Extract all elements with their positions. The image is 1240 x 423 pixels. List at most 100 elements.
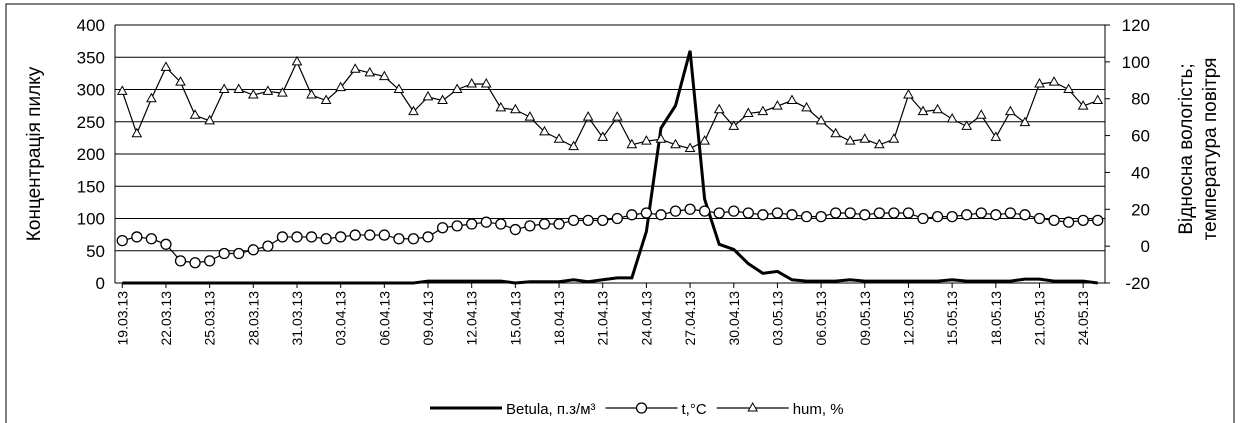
point-marker <box>510 103 521 114</box>
point-marker <box>364 66 376 77</box>
point-marker <box>306 89 317 99</box>
point-marker <box>131 231 143 243</box>
point-marker <box>713 103 725 114</box>
point-marker <box>160 61 172 71</box>
point-marker <box>291 231 303 243</box>
y2-tick-label: 0 <box>1141 237 1150 256</box>
series-line <box>121 60 1098 150</box>
point-marker <box>524 220 536 232</box>
y2-tick-label: 20 <box>1131 200 1150 219</box>
point-marker <box>116 234 128 247</box>
x-tick-label: 06.04.13 <box>376 291 392 346</box>
x-tick-label: 22.03.13 <box>158 291 174 346</box>
point-marker <box>320 94 332 105</box>
x-tick-label: 24.05.13 <box>1075 291 1091 346</box>
x-tick-label: 19.03.13 <box>114 291 130 346</box>
point-marker <box>1048 214 1060 226</box>
point-marker <box>597 131 609 141</box>
point-marker <box>859 209 871 221</box>
y2-tick-label: 80 <box>1131 90 1150 109</box>
point-marker <box>233 247 245 260</box>
point-marker <box>539 125 550 136</box>
point-marker <box>990 131 1002 141</box>
x-tick-label: 18.05.13 <box>988 291 1004 346</box>
point-marker <box>786 94 798 105</box>
point-marker <box>640 207 653 219</box>
point-marker <box>902 207 915 219</box>
point-marker <box>466 77 478 88</box>
point-marker <box>349 229 361 241</box>
point-marker <box>335 231 347 243</box>
point-marker <box>145 233 158 245</box>
x-tick-label: 21.04.13 <box>595 291 611 346</box>
legend-item: hum, % <box>716 401 844 418</box>
legend-marker <box>747 401 759 412</box>
point-marker <box>1092 214 1104 226</box>
point-marker <box>1034 77 1045 88</box>
y-tick-label: 200 <box>77 145 105 164</box>
point-marker <box>1005 105 1016 116</box>
point-marker <box>160 238 172 250</box>
point-marker <box>626 209 638 221</box>
point-marker <box>888 133 900 143</box>
x-tick-label: 30.04.13 <box>726 291 742 346</box>
y2-tick-label: 100 <box>1122 53 1150 72</box>
point-marker <box>204 114 215 125</box>
point-marker <box>233 83 245 93</box>
point-marker <box>218 83 230 93</box>
point-marker <box>378 70 390 81</box>
point-marker <box>932 103 943 114</box>
legend-item: t,°C <box>605 401 707 418</box>
point-marker <box>815 211 827 223</box>
point-marker <box>844 207 856 219</box>
point-marker <box>1004 207 1017 219</box>
x-tick-label: 24.04.13 <box>638 291 654 346</box>
legend-label: t,°C <box>682 401 707 418</box>
point-marker <box>480 216 492 228</box>
x-tick-label: 15.05.13 <box>944 291 960 346</box>
point-marker <box>990 209 1002 221</box>
point-marker <box>495 218 507 230</box>
point-marker <box>553 133 565 143</box>
legend-label: Betula, п.з/м³ <box>506 401 596 418</box>
point-marker <box>451 220 463 232</box>
y-tick-label: 0 <box>96 274 105 293</box>
point-marker <box>131 127 143 138</box>
y2-tick-label: 120 <box>1122 16 1150 35</box>
point-marker <box>597 214 609 226</box>
point-marker <box>262 85 274 95</box>
point-marker <box>873 138 885 149</box>
point-marker <box>1062 216 1075 228</box>
point-marker <box>771 207 784 219</box>
point-marker <box>175 76 186 86</box>
point-marker <box>641 135 652 145</box>
point-marker <box>699 135 710 145</box>
point-marker <box>1077 214 1089 226</box>
point-marker <box>728 120 740 130</box>
point-marker <box>247 89 259 99</box>
point-marker <box>888 207 900 219</box>
point-marker <box>393 83 405 93</box>
y-tick-label: 250 <box>77 113 105 132</box>
point-marker <box>961 120 973 130</box>
point-marker <box>815 114 827 125</box>
point-marker <box>728 205 740 217</box>
point-marker <box>189 109 201 119</box>
point-marker <box>203 255 216 267</box>
point-marker <box>1092 94 1104 105</box>
x-tick-label: 09.04.13 <box>420 291 436 346</box>
y-tick-label: 300 <box>77 81 105 100</box>
point-marker <box>713 207 725 219</box>
point-marker <box>859 133 871 143</box>
point-marker <box>218 247 230 260</box>
point-marker <box>436 222 449 234</box>
x-tick-label: 21.05.13 <box>1031 291 1047 346</box>
x-tick-label: 12.04.13 <box>464 291 480 346</box>
x-tick-label: 09.05.13 <box>857 291 873 346</box>
point-marker <box>1033 212 1046 225</box>
point-marker <box>524 111 536 121</box>
point-marker <box>567 214 580 226</box>
y2-tick-label: 40 <box>1131 163 1150 182</box>
point-marker <box>830 207 842 219</box>
